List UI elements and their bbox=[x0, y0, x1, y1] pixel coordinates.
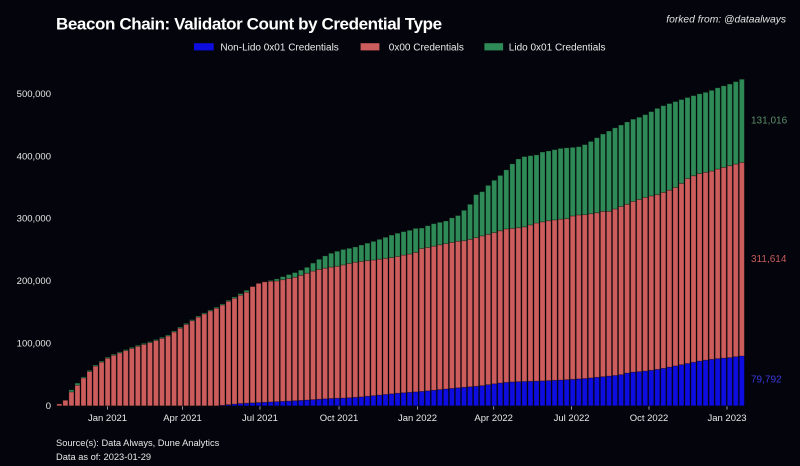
svg-text:Lido 0x01 Credentials: Lido 0x01 Credentials bbox=[509, 43, 606, 54]
svg-text:Oct 2021: Oct 2021 bbox=[320, 413, 359, 424]
svg-text:Jan 2022: Jan 2022 bbox=[398, 413, 437, 424]
svg-text:forked from: @dataalways: forked from: @dataalways bbox=[666, 14, 786, 25]
svg-text:Apr 2022: Apr 2022 bbox=[474, 413, 513, 424]
svg-text:500,000: 500,000 bbox=[17, 89, 51, 100]
svg-text:Apr 2021: Apr 2021 bbox=[163, 413, 202, 424]
svg-text:Non-Lido 0x01 Credentials: Non-Lido 0x01 Credentials bbox=[220, 43, 338, 54]
svg-text:Jul 2021: Jul 2021 bbox=[242, 413, 278, 424]
svg-text:400,000: 400,000 bbox=[17, 151, 51, 162]
svg-text:311,614: 311,614 bbox=[751, 254, 787, 265]
svg-text:Jan 2021: Jan 2021 bbox=[88, 413, 127, 424]
svg-text:300,000: 300,000 bbox=[17, 214, 51, 225]
svg-text:79,792: 79,792 bbox=[751, 375, 782, 386]
svg-text:200,000: 200,000 bbox=[17, 276, 51, 287]
svg-text:Source(s): Data Always, Dune A: Source(s): Data Always, Dune Analytics bbox=[56, 438, 220, 448]
svg-text:0: 0 bbox=[46, 401, 51, 412]
svg-text:0x00 Credentials: 0x00 Credentials bbox=[389, 43, 464, 54]
svg-text:Jul 2022: Jul 2022 bbox=[554, 413, 590, 424]
svg-text:100,000: 100,000 bbox=[17, 339, 51, 350]
svg-text:Oct 2022: Oct 2022 bbox=[630, 413, 669, 424]
svg-text:Data as of: 2023-01-29: Data as of: 2023-01-29 bbox=[56, 452, 151, 462]
svg-text:131,016: 131,016 bbox=[751, 116, 788, 127]
svg-text:Jan 2023: Jan 2023 bbox=[707, 413, 746, 424]
svg-text:Beacon Chain: Validator Count: Beacon Chain: Validator Count by Credent… bbox=[56, 15, 442, 34]
